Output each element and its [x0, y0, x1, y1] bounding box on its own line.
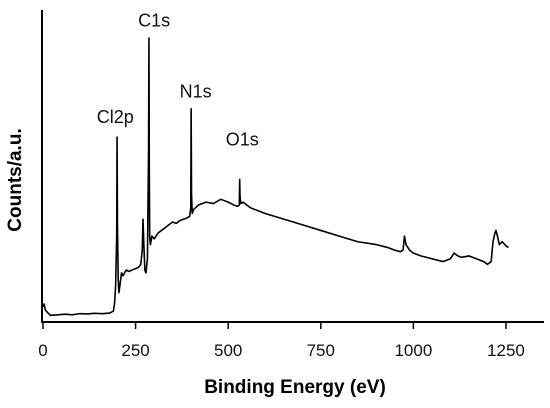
spectrum-line-0	[42, 37, 509, 317]
plot-area	[42, 37, 509, 317]
peak-label-c1s: C1s	[138, 11, 170, 31]
x-tick-label-1250: 1250	[487, 341, 525, 360]
peak-label-n1s: N1s	[180, 81, 212, 101]
x-tick-label-250: 250	[121, 341, 149, 360]
x-tick-label-500: 500	[214, 341, 242, 360]
peak-label-cl2p: Cl2p	[97, 107, 134, 127]
x-tick-label-0: 0	[38, 341, 47, 360]
peak-annotations: Cl2p C1s N1s O1s	[97, 11, 259, 150]
x-tick-label-1000: 1000	[394, 341, 432, 360]
x-tick-label-750: 750	[307, 341, 335, 360]
y-axis-label: Counts/a.u.	[5, 128, 26, 231]
x-ticks: 0 250 500 750 1000 1250	[38, 322, 525, 360]
x-axis-label: Binding Energy (eV)	[204, 377, 386, 398]
axes	[41, 10, 544, 323]
peak-label-o1s: O1s	[226, 130, 259, 150]
